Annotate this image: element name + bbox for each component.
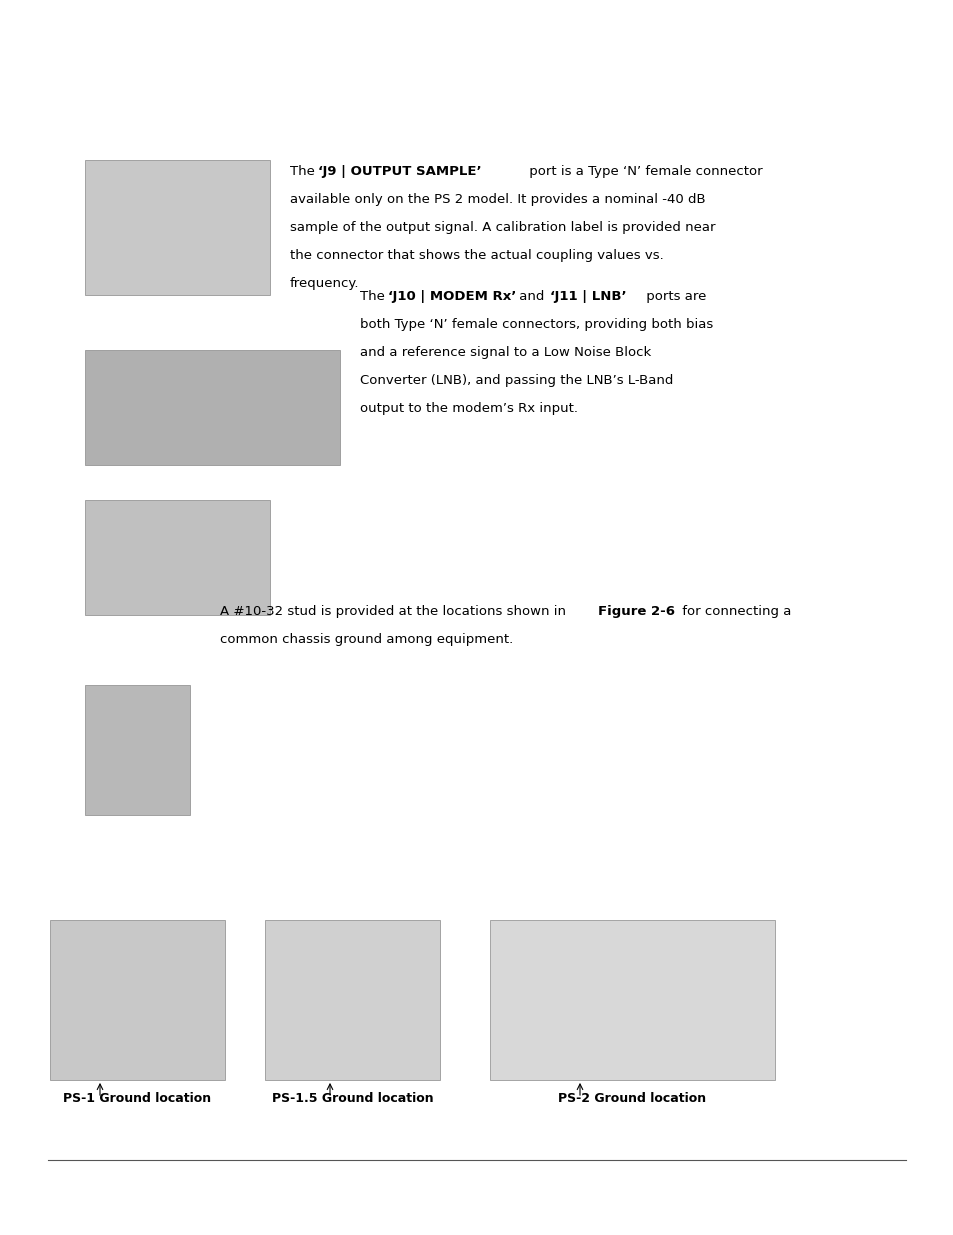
Bar	[490, 920, 774, 1079]
Bar	[265, 920, 439, 1079]
Text: port is a Type ‘N’ female connector: port is a Type ‘N’ female connector	[524, 165, 761, 178]
Text: Converter (LNB), and passing the LNB’s L-Band: Converter (LNB), and passing the LNB’s L…	[359, 374, 673, 387]
Text: output to the modem’s Rx input.: output to the modem’s Rx input.	[359, 403, 578, 415]
Text: and: and	[515, 290, 548, 303]
Text: both Type ‘N’ female connectors, providing both bias: both Type ‘N’ female connectors, providi…	[359, 317, 713, 331]
Text: for connecting a: for connecting a	[678, 605, 791, 618]
Text: PS-2 Ground location: PS-2 Ground location	[558, 1092, 706, 1105]
Bar	[50, 920, 225, 1079]
Text: ‘J10 | MODEM Rx’: ‘J10 | MODEM Rx’	[388, 290, 516, 303]
Bar	[85, 500, 270, 615]
Text: ‘J11 | LNB’: ‘J11 | LNB’	[550, 290, 626, 303]
Text: PS-1 Ground location: PS-1 Ground location	[63, 1092, 212, 1105]
Bar	[85, 685, 190, 815]
Text: sample of the output signal. A calibration label is provided near: sample of the output signal. A calibrati…	[290, 221, 715, 233]
Text: Figure 2-6: Figure 2-6	[598, 605, 675, 618]
Text: available only on the PS 2 model. It provides a nominal -40 dB: available only on the PS 2 model. It pro…	[290, 193, 705, 206]
Text: frequency.: frequency.	[290, 277, 359, 290]
Text: The: The	[290, 165, 319, 178]
Bar	[85, 350, 339, 466]
Text: and a reference signal to a Low Noise Block: and a reference signal to a Low Noise Bl…	[359, 346, 651, 359]
Bar	[85, 161, 270, 295]
Text: ‘J9 | OUTPUT SAMPLE’: ‘J9 | OUTPUT SAMPLE’	[317, 165, 481, 178]
Text: ports are: ports are	[641, 290, 705, 303]
Text: common chassis ground among equipment.: common chassis ground among equipment.	[220, 634, 513, 646]
Text: PS-1.5 Ground location: PS-1.5 Ground location	[272, 1092, 433, 1105]
Text: A #10-32 stud is provided at the locations shown in: A #10-32 stud is provided at the locatio…	[220, 605, 570, 618]
Text: The: The	[359, 290, 389, 303]
Text: the connector that shows the actual coupling values vs.: the connector that shows the actual coup…	[290, 249, 663, 262]
